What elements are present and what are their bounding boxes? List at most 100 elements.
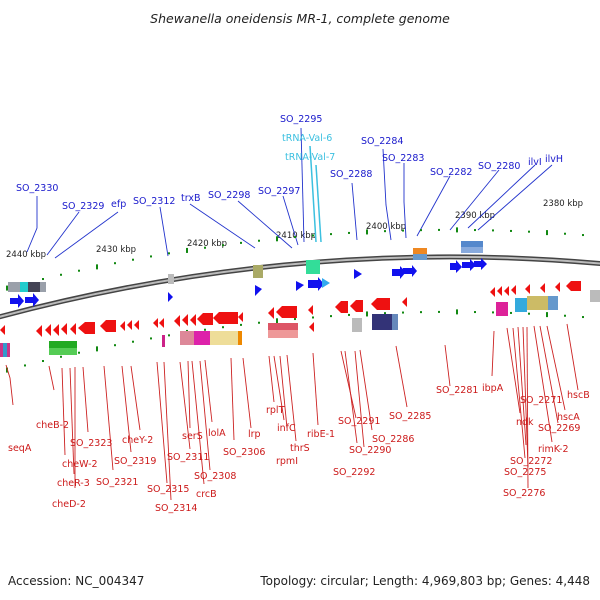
reverse-gene-arrow: [100, 320, 116, 332]
forward-gene-arrow: [25, 293, 39, 307]
tick-dot: [294, 318, 296, 321]
reverse-gene-arrow: [78, 322, 95, 334]
tick-dot: [132, 340, 134, 343]
gene-label: SO_2311: [167, 452, 209, 463]
forward-gene-arrow: [450, 260, 462, 273]
tick-dot: [294, 236, 296, 239]
gene-label: SO_2283: [382, 153, 424, 164]
gene-label: SO_2291: [338, 416, 380, 427]
tick-dot: [240, 323, 242, 326]
reverse-gene-arrow: [525, 284, 530, 294]
reverse-gene-arrow: [350, 300, 363, 312]
gene-domain-block: [194, 331, 210, 345]
gene-label: thrS: [290, 443, 310, 454]
reverse-gene-arrow: [402, 297, 407, 307]
gene-domain-block: [28, 282, 40, 292]
reverse-gene-arrow: [238, 312, 243, 322]
genome-backbone-highlight: [0, 255, 600, 318]
forward-gene-arrow: [322, 278, 330, 288]
gene-label: SO_2271: [520, 395, 562, 406]
gene-label: ilvI: [528, 157, 542, 168]
label-leader: [351, 182, 358, 241]
tick-dot: [96, 346, 98, 352]
tick-dot: [402, 229, 404, 232]
reverse-gene-arrow: [127, 320, 132, 330]
gene-label: hscB: [567, 390, 590, 401]
gene-domain-block: [461, 247, 483, 253]
tick-dot: [168, 252, 170, 255]
gene-label: SO_2312: [133, 196, 175, 207]
tick-dot: [420, 311, 422, 314]
reverse-gene-arrow: [268, 307, 274, 319]
label-leader: [382, 148, 392, 241]
topology-text: Topology: circular; Length: 4,969,803 bp…: [259, 574, 590, 588]
gene-label: SO_2314: [155, 503, 197, 514]
gene-label: SO_2323: [70, 438, 112, 449]
reverse-gene-arrow: [490, 287, 495, 297]
tick-label: 2440 kbp: [6, 250, 46, 260]
tick-dot: [582, 234, 584, 237]
tick-dot: [312, 316, 314, 319]
forward-gene-arrow: [462, 259, 476, 271]
gene-label: rplT: [266, 405, 285, 416]
gene-label: infC: [277, 423, 296, 434]
gene-label: SO_2282: [430, 167, 472, 178]
trna-label: tRNA-Val-7: [285, 152, 335, 163]
reverse-gene-arrow: [308, 305, 313, 315]
gene-domain-block: [49, 341, 77, 348]
reverse-gene-arrow: [276, 306, 297, 318]
reverse-gene-arrow: [497, 286, 502, 296]
forward-gene-arrow: [474, 258, 487, 270]
label-leader: [300, 127, 305, 243]
reverse-gene-arrow: [566, 281, 581, 291]
label-leader: [189, 203, 256, 249]
forward-gene-arrow: [10, 294, 24, 308]
gene-label: SO_2269: [538, 423, 580, 434]
gene-label: efp: [111, 199, 126, 210]
label-leader: [467, 164, 536, 229]
gene-domain-block: [3, 343, 7, 357]
trna-label: tRNA-Val-6: [282, 133, 332, 144]
tick-dot: [366, 311, 368, 317]
tick-dot: [402, 311, 404, 314]
tick-dot: [438, 310, 440, 313]
gene-label: SO_2276: [503, 488, 545, 499]
forward-gene-arrow: [354, 269, 362, 279]
label-leader: [54, 211, 119, 259]
tick-dot: [42, 360, 44, 363]
tick-dot: [240, 241, 242, 244]
gene-label: ibpA: [482, 383, 504, 394]
gene-label: SO_2319: [114, 456, 156, 467]
tick-dot: [114, 262, 116, 265]
tick-dot: [420, 229, 422, 232]
tick-dot: [276, 236, 278, 242]
gene-label: cheW-2: [62, 459, 98, 470]
map-title: Shewanella oneidensis MR-1, complete gen…: [150, 11, 450, 26]
gene-domain-block: [306, 260, 320, 274]
tick-dot: [456, 227, 458, 233]
gene-domain-block: [168, 274, 174, 284]
tick-dot: [510, 311, 512, 314]
tick-dot: [258, 321, 260, 324]
tick-dot: [222, 326, 224, 329]
tick-dot: [528, 230, 530, 233]
gene-domain-block: [548, 296, 558, 310]
label-leader: [449, 169, 500, 231]
reverse-gene-arrow: [190, 314, 196, 326]
reverse-gene-arrow: [174, 315, 180, 327]
tick-dot: [492, 229, 494, 232]
gene-label: lolA: [208, 428, 226, 439]
tick-dot: [24, 364, 26, 367]
tick-dot: [276, 318, 278, 324]
gene-label: ndk: [516, 417, 534, 428]
reverse-gene-arrow: [159, 318, 164, 328]
tick-dot: [366, 229, 368, 235]
reverse-gene-arrow: [61, 323, 67, 335]
tick-dot: [78, 269, 80, 272]
gene-label: rpmI: [276, 456, 298, 467]
gene-label: crcB: [196, 489, 217, 500]
label-leader: [159, 206, 169, 257]
tick-dot: [114, 344, 116, 347]
gene-domain-block: [268, 330, 298, 338]
